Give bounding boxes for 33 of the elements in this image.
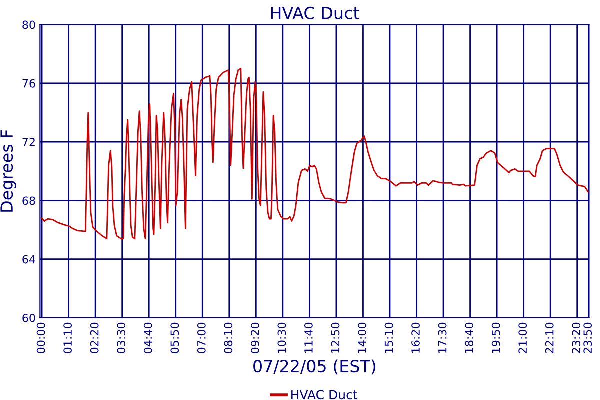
x-tick-label: 01:10 bbox=[64, 322, 72, 354]
line-series bbox=[41, 68, 589, 240]
x-tick-label: 15:10 bbox=[384, 322, 394, 353]
y-tick-label: 72 bbox=[22, 138, 35, 146]
chart-title: HVAC Duct bbox=[271, 6, 360, 20]
x-tick-label: 08:10 bbox=[224, 322, 233, 354]
x-tick-label: 07:00 bbox=[197, 322, 206, 354]
x-tick-label: 11:40 bbox=[304, 322, 313, 353]
x-tick-label: 21:00 bbox=[518, 322, 528, 354]
x-tick-label: 02:20 bbox=[90, 322, 99, 354]
x-tick-label: 14:00 bbox=[358, 322, 366, 353]
x-tick-label: 09:20 bbox=[250, 322, 260, 354]
y-tick-label: 64 bbox=[22, 255, 36, 264]
x-tick-label: 05:50 bbox=[170, 322, 180, 354]
x-tick-label: 17:30 bbox=[438, 322, 447, 353]
x-tick-label: 10:30 bbox=[278, 322, 286, 353]
x-tick-label: 19:50 bbox=[492, 322, 500, 353]
y-axis-title: Degrees F bbox=[0, 130, 16, 212]
y-tick-label: 76 bbox=[22, 79, 36, 88]
x-tick-label: 16:20 bbox=[412, 322, 420, 353]
x-tick-label: 23:50 bbox=[584, 322, 592, 354]
x-tick-label: 00:00 bbox=[36, 322, 46, 354]
x-tick-label: 12:50 bbox=[331, 322, 340, 353]
x-tick-label: 18:40 bbox=[465, 322, 474, 353]
legend-label: HVAC Duct bbox=[292, 390, 358, 400]
y-tick-label: 80 bbox=[22, 20, 36, 30]
x-axis-title: 07/22/05 (EST) bbox=[254, 360, 376, 375]
x-tick-label: 04:40 bbox=[144, 322, 152, 354]
x-tick-label: 23:20 bbox=[572, 322, 581, 354]
x-tick-label: 03:30 bbox=[117, 322, 126, 354]
y-tick-label: 68 bbox=[22, 196, 36, 206]
y-tick-label: 60 bbox=[22, 314, 36, 322]
x-tick-label: 22:10 bbox=[545, 322, 554, 354]
